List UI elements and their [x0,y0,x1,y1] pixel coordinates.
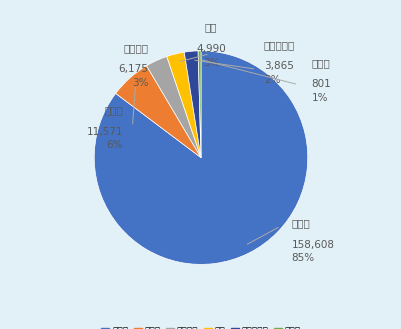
Text: アジア: アジア [291,218,310,229]
Wedge shape [94,51,307,265]
Wedge shape [146,57,200,158]
Wedge shape [184,51,200,158]
Text: 158,608: 158,608 [291,240,334,250]
Wedge shape [115,66,200,158]
Text: 3%: 3% [132,78,148,88]
Text: 801: 801 [311,79,330,89]
Text: 2%: 2% [263,75,279,85]
Text: 85%: 85% [291,253,314,264]
Text: 3,865: 3,865 [263,61,293,71]
Wedge shape [166,52,200,158]
Text: その他: その他 [311,58,330,68]
Wedge shape [198,51,200,158]
Text: ヨーロッパ: ヨーロッパ [263,40,294,50]
Text: 6,175: 6,175 [118,64,148,74]
Text: 中南米: 中南米 [104,106,123,115]
Text: 3%: 3% [202,58,219,67]
Text: 4,990: 4,990 [196,44,225,54]
Text: アフリカ: アフリカ [123,43,148,53]
Text: 11,571: 11,571 [86,127,123,137]
Legend: アジア, 中南米, アフリカ, 中東, ヨーロッパ, その他: アジア, 中南米, アフリカ, 中東, ヨーロッパ, その他 [97,324,304,329]
Text: 1%: 1% [311,93,327,103]
Text: 中東: 中東 [204,23,217,33]
Text: 6%: 6% [106,140,123,150]
